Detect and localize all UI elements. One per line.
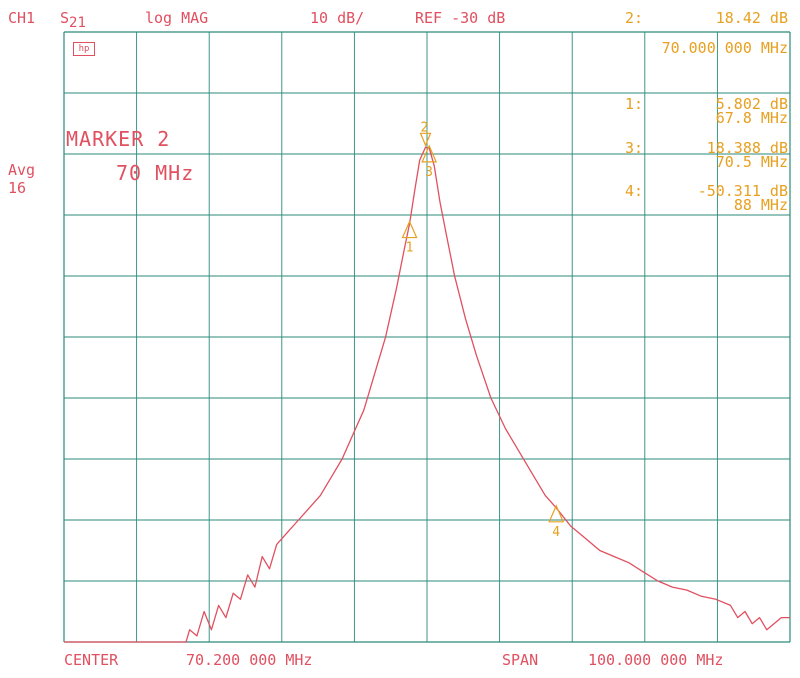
marker-3-label: 3 (425, 165, 433, 180)
marker-1-symbol (401, 220, 418, 239)
active-marker-frequency: 70.000 000 MHz (661, 39, 788, 57)
center-value: 70.200 000 MHz (186, 651, 313, 669)
hp-logo: hp (73, 42, 95, 56)
reference-label: REF -30 dB (415, 9, 506, 27)
format-label: log MAG (145, 9, 209, 27)
parameter-sub: 21 (69, 15, 86, 31)
marker-2-label: 2 (421, 120, 429, 135)
avg-value: 16 (8, 179, 27, 197)
marker-3-frequency: 70.5 MHz (715, 153, 788, 171)
marker-4-value: -50.311 dB (697, 182, 788, 200)
scale-label: 10 dB/ (310, 9, 365, 27)
marker-4-frequency: 88 MHz (733, 196, 788, 214)
active-marker-number: 2: (625, 9, 644, 27)
marker-4-number: 4: (625, 182, 644, 200)
marker-title: MARKER 2 (66, 127, 171, 151)
center-label: CENTER (64, 651, 119, 669)
parameter-main: S (60, 9, 70, 27)
avg-label: Avg (8, 161, 36, 179)
marker-3-symbol (421, 144, 438, 163)
trace-line (64, 146, 790, 643)
marker-3-value: 18.388 dB (706, 139, 788, 157)
parameter-label: S21 (60, 10, 86, 31)
active-marker-value: 18.42 dB (715, 9, 788, 27)
marker-2-symbol (419, 132, 432, 147)
marker-1-value: 5.802 dB (715, 95, 788, 113)
marker-4-symbol (548, 504, 565, 523)
marker-1-label: 1 (406, 241, 414, 256)
span-label: SPAN (502, 651, 539, 669)
marker-3-number: 3: (625, 139, 644, 157)
marker-frequency: 70 MHz (116, 161, 195, 185)
marker-1-number: 1: (625, 95, 644, 113)
marker-4-label: 4 (552, 525, 560, 540)
marker-1-frequency: 67.8 MHz (715, 109, 788, 127)
span-value: 100.000 000 MHz (588, 651, 724, 669)
channel-label: CH1 (8, 9, 36, 27)
